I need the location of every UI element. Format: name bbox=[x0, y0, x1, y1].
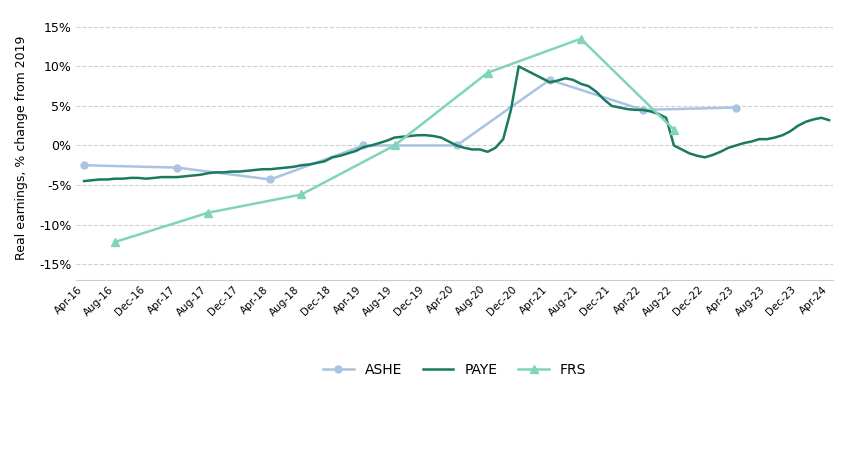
Y-axis label: Real earnings, % change from 2019: Real earnings, % change from 2019 bbox=[15, 35, 28, 260]
Legend: ASHE, PAYE, FRS: ASHE, PAYE, FRS bbox=[316, 356, 594, 384]
